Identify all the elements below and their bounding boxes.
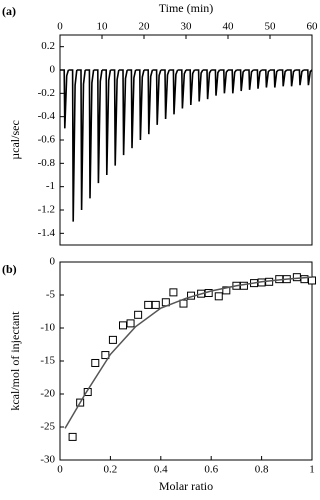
data-point: [108, 335, 117, 344]
x-tick-label: 0: [57, 464, 63, 476]
y-axis-label: µcal/sec: [8, 120, 22, 160]
injection-peak: [202, 69, 212, 100]
injection-peak: [186, 69, 196, 106]
injection-peak: [219, 69, 229, 94]
y-tick-label: 0.2: [41, 40, 55, 52]
data-point: [169, 288, 178, 297]
data-point: [134, 310, 143, 319]
data-point: [308, 276, 316, 285]
x-axis-label: Molar ratio: [159, 479, 213, 493]
data-point: [292, 273, 301, 282]
injection-peak: [135, 69, 145, 141]
injection-peak: [261, 69, 271, 88]
injection-peak: [177, 69, 187, 109]
injection-peak: [102, 69, 112, 176]
data-point: [222, 286, 231, 295]
y-tick-label: -0.2: [38, 87, 55, 99]
injection-peak: [160, 69, 170, 120]
y-tick-label: -0.6: [38, 134, 56, 146]
y-tick-label: -0.4: [38, 110, 56, 122]
y-axis-label: kcal/mol of injectant: [8, 311, 22, 411]
data-point: [91, 358, 100, 367]
y-tick-label: 0: [50, 256, 56, 268]
injection-peak: [127, 69, 137, 149]
y-tick-label: -10: [40, 322, 55, 334]
panel-label: (a): [2, 4, 16, 18]
x-tick-label: 0: [57, 21, 63, 33]
data-point: [68, 432, 77, 441]
data-point: [300, 275, 309, 284]
y-tick-label: -15: [40, 355, 55, 367]
y-tick-label: -30: [40, 454, 55, 466]
y-tick-label: -5: [46, 289, 56, 301]
injection-peak: [68, 69, 78, 222]
injection-peak: [278, 69, 288, 87]
y-tick-label: -1: [46, 180, 55, 192]
injection-peak: [144, 69, 154, 135]
x-tick-label: 60: [307, 21, 319, 33]
x-tick-label: 0.6: [204, 464, 218, 476]
y-tick-label: -0.8: [38, 157, 56, 169]
injection-peak: [295, 69, 305, 86]
data-point: [179, 299, 188, 308]
y-tick-label: 0: [50, 64, 56, 76]
injection-peak: [194, 69, 204, 102]
injection-peak: [211, 69, 221, 96]
data-point: [239, 281, 248, 290]
x-tick-label: 0.2: [104, 464, 118, 476]
x-tick-label: 30: [181, 21, 193, 33]
y-tick-label: -25: [40, 421, 55, 433]
x-tick-label: 50: [265, 21, 277, 33]
y-tick-label: -1.4: [38, 227, 56, 239]
x-tick-label: 1: [309, 464, 315, 476]
data-point: [144, 300, 153, 309]
injection-peak: [270, 69, 279, 88]
injection-peak: [85, 69, 95, 199]
fit-curve: [64, 276, 313, 429]
injection-peak: [60, 69, 70, 129]
x-tick-label: 20: [139, 21, 151, 33]
injection-peak: [303, 69, 313, 86]
x-tick-label: 40: [223, 21, 235, 33]
injection-peak: [236, 69, 246, 92]
x-tick-label: 0.4: [154, 464, 168, 476]
data-point: [126, 319, 135, 328]
injection-peak: [286, 69, 296, 87]
injection-peak: [228, 69, 238, 94]
injection-peak: [76, 69, 86, 211]
y-tick-label: -1.2: [38, 204, 55, 216]
data-point: [119, 321, 127, 330]
data-point: [151, 300, 160, 309]
data-point: [83, 388, 92, 397]
injection-peak: [244, 69, 254, 90]
injection-peak: [169, 69, 179, 115]
panel-label: (b): [2, 262, 17, 276]
injection-peak: [110, 69, 120, 166]
x-axis-label: Time (min): [159, 1, 214, 15]
x-tick-label: 0.8: [255, 464, 269, 476]
injection-peak: [253, 69, 263, 89]
data-point: [214, 292, 223, 301]
injection-peak: [118, 69, 128, 156]
x-tick-label: 10: [97, 21, 109, 33]
injection-peak: [152, 69, 162, 125]
data-point: [101, 351, 110, 360]
injection-peak: [93, 69, 103, 184]
y-tick-label: -20: [40, 388, 55, 400]
